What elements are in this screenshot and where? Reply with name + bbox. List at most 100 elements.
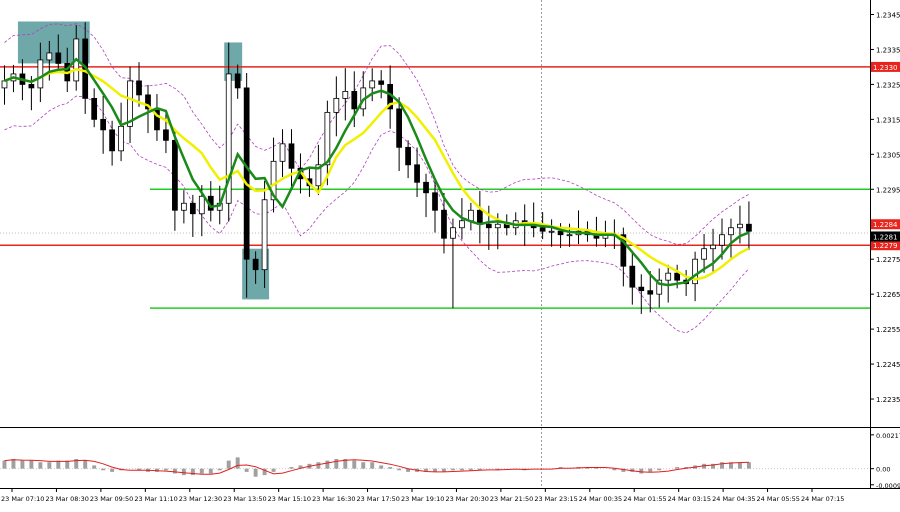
candle — [746, 223, 752, 232]
moving-averages — [4, 57, 750, 287]
candle — [252, 258, 259, 271]
time-tick-label: 23 Mar 09:50 — [90, 495, 133, 503]
candle — [127, 80, 133, 127]
candle — [324, 111, 331, 166]
time-tick-label: 24 Mar 01:55 — [623, 495, 666, 503]
candle — [566, 234, 573, 237]
candle — [485, 223, 492, 229]
candle — [450, 227, 456, 239]
time-tick-label: 23 Mar 13:50 — [223, 495, 266, 503]
candle — [279, 143, 286, 162]
level-label-bg — [871, 240, 900, 251]
candle — [136, 80, 142, 96]
osc-tick-label: 0.00217 — [876, 432, 900, 440]
time-tick-label: 24 Mar 07:15 — [801, 495, 844, 503]
candle — [46, 52, 53, 61]
candle — [163, 129, 169, 141]
candle — [476, 209, 483, 225]
price-tick-label: 1.2325 — [876, 81, 900, 89]
candle — [315, 164, 322, 187]
price-tick-label: 1.2345 — [876, 11, 900, 19]
price-tick-label: 1.2335 — [876, 46, 900, 54]
candle — [423, 181, 429, 194]
price-tick-label: 1.2255 — [876, 326, 900, 334]
osc-tick-label: 0.00 — [876, 466, 890, 474]
candle — [28, 84, 35, 89]
osc-tick-label: -0.00097 — [876, 482, 900, 490]
candle — [459, 220, 465, 229]
time-tick-label: 23 Mar 11:10 — [134, 495, 177, 503]
candle — [333, 97, 340, 113]
time-tick-label: 23 Mar 08:30 — [45, 495, 88, 503]
price-tick-label: 1.2305 — [876, 151, 900, 159]
candle — [225, 73, 232, 204]
candle — [396, 108, 402, 148]
price-marker-label: 1.2284 — [873, 221, 898, 229]
candle — [100, 118, 107, 131]
price-tick-label: 1.2295 — [876, 186, 900, 194]
candle — [378, 80, 385, 85]
candle — [55, 52, 62, 64]
candle — [432, 192, 438, 211]
candle — [172, 139, 178, 211]
price-marker-bg — [871, 231, 900, 242]
candle — [1, 80, 8, 89]
candle — [656, 279, 663, 295]
price-tick-label: 1.2265 — [876, 291, 900, 299]
level-label-bg — [871, 61, 900, 72]
candle — [342, 90, 349, 99]
upper-envelope — [4, 23, 750, 246]
price-tick-label: 1.2315 — [876, 116, 900, 124]
candle — [710, 244, 716, 250]
price-tick-label: 1.2275 — [876, 256, 900, 264]
time-tick-label: 23 Mar 17:50 — [357, 495, 400, 503]
price-tick-label: 1.2235 — [876, 396, 900, 404]
candle — [91, 97, 98, 120]
candle — [261, 199, 268, 271]
candle — [198, 195, 205, 215]
candle — [494, 223, 501, 229]
candle — [620, 234, 627, 267]
fast-moving-average — [4, 57, 750, 287]
oscillator-pane: 0.00217 0.00 -0.00097 — [0, 432, 900, 490]
level-label: 1.2330 — [873, 64, 898, 72]
envelope-bands — [4, 23, 750, 334]
candle — [37, 59, 44, 89]
candle — [629, 265, 636, 288]
candle — [737, 223, 743, 229]
time-tick-label: 23 Mar 20:30 — [445, 495, 488, 503]
price-tick-label: 1.2245 — [876, 361, 900, 369]
time-tick-label: 23 Mar 15:10 — [268, 495, 311, 503]
lower-envelope — [4, 95, 750, 334]
candle — [468, 209, 474, 222]
time-axis: 23 Mar 07:10 23 Mar 08:30 23 Mar 09:50 23 M… — [1, 488, 844, 503]
level-label: 1.2279 — [873, 242, 898, 250]
candle — [145, 94, 151, 110]
candle — [692, 258, 698, 285]
candle — [539, 227, 546, 232]
time-tick-label: 23 Mar 21:50 — [490, 495, 533, 503]
candle — [414, 164, 420, 183]
candle — [118, 125, 124, 152]
candle — [180, 202, 187, 211]
time-tick-label: 24 Mar 00:35 — [579, 495, 622, 503]
time-tick-label: 23 Mar 16:30 — [312, 495, 355, 503]
candle — [243, 87, 250, 260]
candle — [288, 143, 295, 169]
candle — [719, 234, 725, 246]
candle — [351, 90, 358, 110]
candle — [405, 146, 411, 166]
price-marker-bg — [871, 219, 900, 230]
time-tick-label: 24 Mar 04:35 — [712, 495, 755, 503]
price-marker-label: 1.2281 — [873, 233, 898, 241]
candle — [109, 129, 115, 152]
price-axis: 1.2345 1.2335 1.2325 1.2315 1.2305 1.2295 1.22… — [870, 11, 900, 404]
osc-signal-line — [4, 459, 749, 475]
candle — [548, 230, 555, 233]
time-tick-label: 23 Mar 12:30 — [179, 495, 222, 503]
candle — [557, 230, 564, 236]
